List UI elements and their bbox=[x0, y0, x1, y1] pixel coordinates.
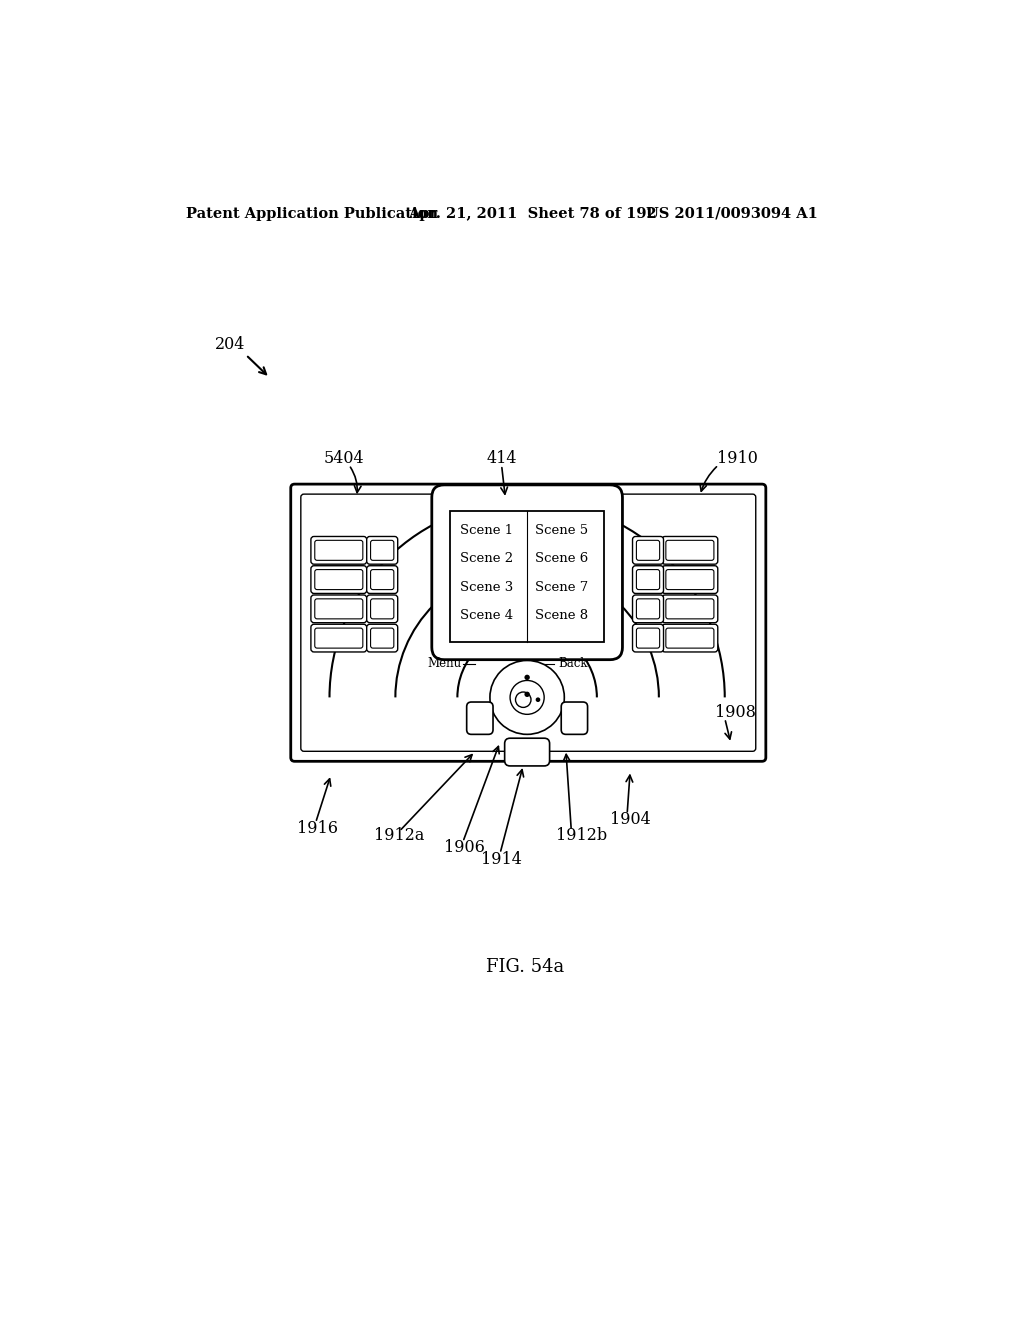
Text: Scene 3: Scene 3 bbox=[460, 581, 513, 594]
FancyBboxPatch shape bbox=[314, 570, 362, 590]
FancyBboxPatch shape bbox=[636, 570, 659, 590]
FancyBboxPatch shape bbox=[311, 536, 367, 564]
FancyBboxPatch shape bbox=[371, 570, 394, 590]
FancyBboxPatch shape bbox=[505, 738, 550, 766]
Circle shape bbox=[524, 692, 529, 697]
Text: 5404: 5404 bbox=[324, 450, 364, 467]
Text: 1908: 1908 bbox=[716, 705, 757, 721]
Text: Scene 6: Scene 6 bbox=[535, 552, 588, 565]
FancyBboxPatch shape bbox=[371, 628, 394, 648]
Text: Back: Back bbox=[558, 657, 588, 671]
Circle shape bbox=[524, 675, 529, 680]
Text: Menu: Menu bbox=[427, 657, 461, 671]
Text: FIG. 54a: FIG. 54a bbox=[485, 958, 564, 975]
FancyBboxPatch shape bbox=[633, 566, 664, 594]
Text: Scene 8: Scene 8 bbox=[535, 610, 588, 622]
FancyBboxPatch shape bbox=[662, 624, 718, 652]
Text: Scene 7: Scene 7 bbox=[535, 581, 588, 594]
FancyBboxPatch shape bbox=[633, 595, 664, 623]
FancyBboxPatch shape bbox=[467, 702, 493, 734]
FancyBboxPatch shape bbox=[367, 595, 397, 623]
FancyBboxPatch shape bbox=[432, 484, 623, 660]
FancyBboxPatch shape bbox=[636, 599, 659, 619]
Text: Scene 5: Scene 5 bbox=[535, 524, 588, 537]
FancyBboxPatch shape bbox=[666, 570, 714, 590]
Text: 1914: 1914 bbox=[480, 850, 521, 867]
FancyBboxPatch shape bbox=[633, 536, 664, 564]
FancyBboxPatch shape bbox=[662, 536, 718, 564]
FancyBboxPatch shape bbox=[371, 540, 394, 560]
FancyBboxPatch shape bbox=[666, 628, 714, 648]
FancyBboxPatch shape bbox=[636, 540, 659, 560]
Text: 1912a: 1912a bbox=[375, 828, 425, 845]
Circle shape bbox=[536, 697, 541, 702]
FancyBboxPatch shape bbox=[314, 599, 362, 619]
Text: 1906: 1906 bbox=[444, 840, 485, 857]
Text: 1912b: 1912b bbox=[556, 828, 607, 845]
Text: 1916: 1916 bbox=[297, 820, 338, 837]
FancyBboxPatch shape bbox=[314, 540, 362, 560]
Text: 1904: 1904 bbox=[610, 810, 651, 828]
Text: US 2011/0093094 A1: US 2011/0093094 A1 bbox=[646, 207, 817, 220]
Text: 1910: 1910 bbox=[717, 450, 758, 467]
FancyBboxPatch shape bbox=[311, 566, 367, 594]
Text: Scene 1: Scene 1 bbox=[460, 524, 513, 537]
FancyBboxPatch shape bbox=[367, 624, 397, 652]
Text: 204: 204 bbox=[215, 337, 245, 354]
FancyBboxPatch shape bbox=[662, 566, 718, 594]
Text: Patent Application Publication: Patent Application Publication bbox=[186, 207, 438, 220]
Text: Apr. 21, 2011  Sheet 78 of 192: Apr. 21, 2011 Sheet 78 of 192 bbox=[409, 207, 657, 220]
FancyBboxPatch shape bbox=[311, 595, 367, 623]
Text: Scene 4: Scene 4 bbox=[460, 610, 513, 622]
FancyBboxPatch shape bbox=[301, 494, 756, 751]
FancyBboxPatch shape bbox=[633, 624, 664, 652]
FancyBboxPatch shape bbox=[666, 599, 714, 619]
Text: 414: 414 bbox=[486, 450, 517, 467]
Bar bbox=[451, 511, 604, 642]
FancyBboxPatch shape bbox=[367, 566, 397, 594]
FancyBboxPatch shape bbox=[371, 599, 394, 619]
FancyBboxPatch shape bbox=[636, 628, 659, 648]
FancyBboxPatch shape bbox=[311, 624, 367, 652]
FancyBboxPatch shape bbox=[314, 628, 362, 648]
FancyBboxPatch shape bbox=[561, 702, 588, 734]
FancyBboxPatch shape bbox=[367, 536, 397, 564]
FancyBboxPatch shape bbox=[666, 540, 714, 560]
FancyBboxPatch shape bbox=[291, 484, 766, 762]
FancyBboxPatch shape bbox=[662, 595, 718, 623]
Text: Scene 2: Scene 2 bbox=[460, 552, 513, 565]
